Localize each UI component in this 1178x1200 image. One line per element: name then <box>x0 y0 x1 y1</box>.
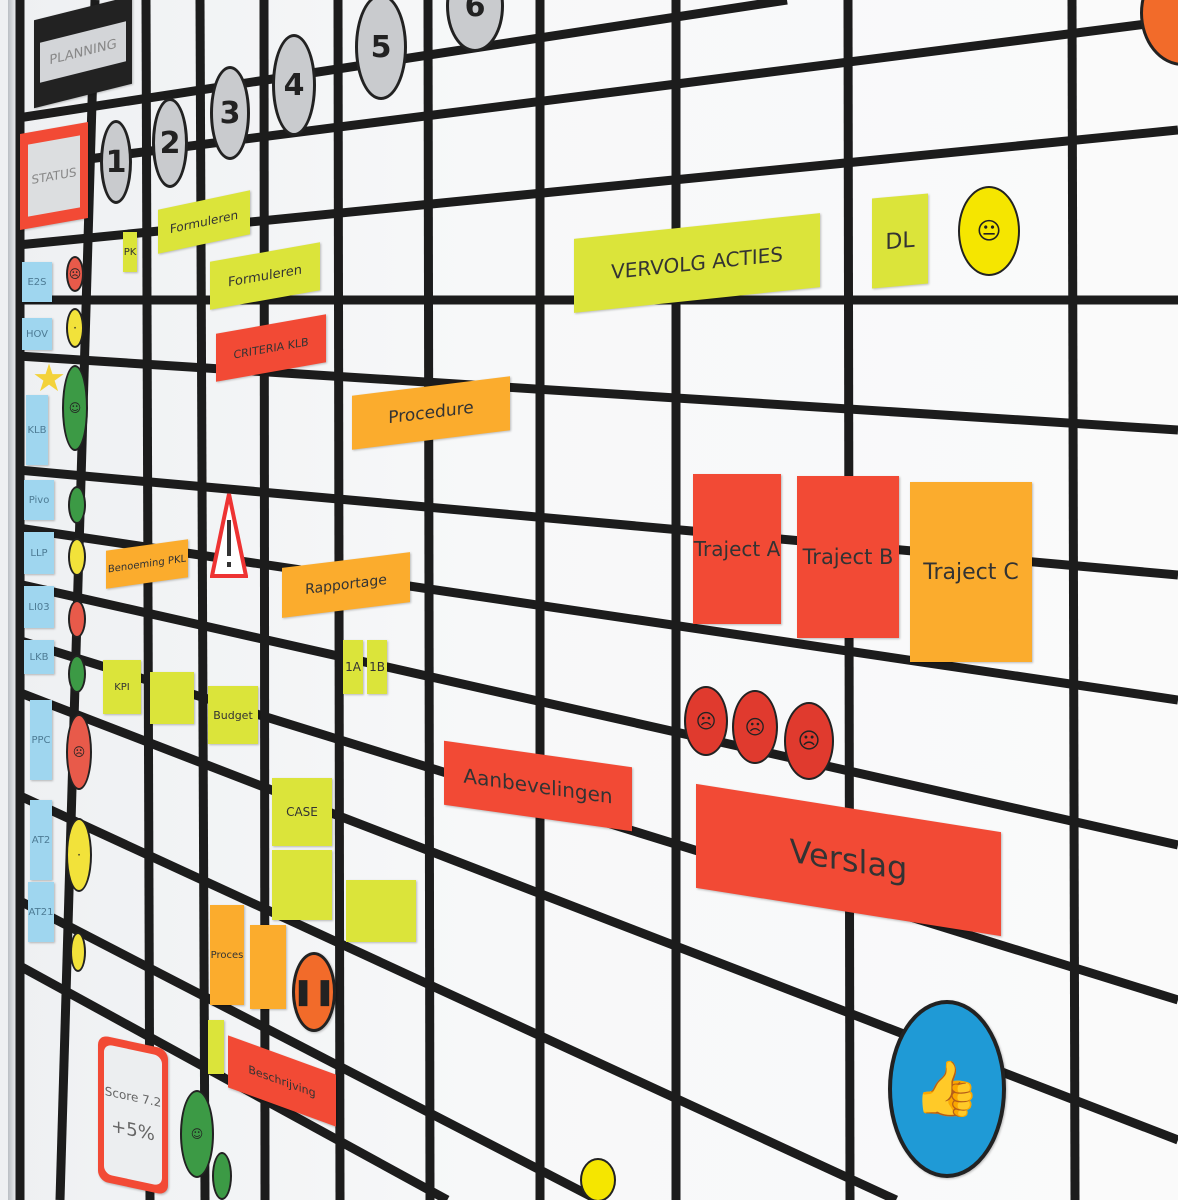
smiley-neutral-icon <box>580 1158 616 1200</box>
row-label: LI03 <box>24 586 54 628</box>
smiley-happy-icon <box>68 655 86 693</box>
status-header: STATUS <box>20 122 88 230</box>
row-label: E2S <box>22 262 52 302</box>
card-blank[interactable] <box>150 672 194 724</box>
pause-icon: ❚❚ <box>292 952 336 1032</box>
grid-row-line <box>17 15 1178 173</box>
row-label: LLP <box>24 532 54 574</box>
grid-row-line <box>15 896 601 1200</box>
column-number-2: 2 <box>152 98 188 188</box>
star-icon: ★ <box>32 356 67 400</box>
smiley-sad-icon <box>68 600 86 638</box>
card-blank[interactable] <box>272 850 332 920</box>
card-blank[interactable] <box>208 1020 224 1074</box>
row-label: AT2 <box>30 800 52 880</box>
column-number-3: 3 <box>210 66 250 160</box>
smiley-sad-icon: ☹ <box>66 256 84 292</box>
card-traject-a[interactable]: Traject A <box>693 474 781 624</box>
grid-row-line <box>16 790 899 1200</box>
grid-column-line <box>141 0 155 1200</box>
smiley-happy-icon: ☺ <box>180 1090 214 1178</box>
smiley-sad-icon: ☹ <box>66 714 92 790</box>
grid-row-line <box>17 351 1178 435</box>
smiley-sad-icon: ☹ <box>784 702 834 780</box>
card-1b[interactable]: 1B <box>367 640 387 694</box>
card-blank[interactable] <box>346 880 416 942</box>
smiley-neutral-icon <box>68 538 86 576</box>
smiley-happy-icon <box>68 486 86 524</box>
grid-row-line <box>17 523 1178 705</box>
smiley-happy-icon: ☺ <box>62 365 88 451</box>
card-blank[interactable] <box>250 925 286 1009</box>
card-kpi[interactable]: KPI <box>103 660 141 714</box>
smiley-neutral-icon <box>70 932 86 972</box>
grid-column-line <box>1067 0 1080 1200</box>
grid-row-line <box>17 579 1178 850</box>
grid-column-line <box>195 0 210 1200</box>
row-label: Pivo <box>24 480 54 520</box>
smiley-sad-icon: ☹ <box>684 686 728 756</box>
card-pk[interactable]: PK <box>123 232 137 272</box>
grid-column-line <box>259 0 270 1200</box>
card-proces[interactable]: Proces <box>210 905 244 1005</box>
column-number-4: 4 <box>272 34 316 136</box>
row-label: LKB <box>24 640 54 674</box>
column-number-1: 1 <box>100 120 132 204</box>
score-label: Score 7.2 <box>104 1083 162 1110</box>
warning-icon <box>209 490 249 580</box>
card-traject-b[interactable]: Traject B <box>797 476 899 638</box>
row-label: PPC <box>30 700 52 780</box>
smiley-happy-icon <box>212 1152 232 1200</box>
smiley-neutral-icon: · <box>66 818 92 892</box>
card-1a[interactable]: 1A <box>343 640 363 694</box>
smiley-neutral-icon: 😐 <box>958 186 1020 276</box>
status-label: STATUS <box>28 135 80 217</box>
score-delta: +5% <box>111 1114 155 1146</box>
smiley-neutral-icon: · <box>66 308 84 348</box>
smiley-sad-icon: ☹ <box>732 690 778 764</box>
score-card: Score 7.2 +5% <box>98 1034 168 1196</box>
row-label: HOV <box>22 318 52 350</box>
column-number-5: 5 <box>355 0 407 100</box>
planning-label: PLANNING <box>40 21 126 83</box>
thumbs-up-icon: 👍 <box>888 1000 1006 1178</box>
card-budget[interactable]: Budget <box>208 686 258 744</box>
card-traject-c[interactable]: Traject C <box>910 482 1032 662</box>
grid-column-line <box>423 0 435 1200</box>
row-label: AT21 <box>28 882 54 942</box>
card-case[interactable]: CASE <box>272 778 332 846</box>
card-dl[interactable]: DL <box>872 193 928 289</box>
row-label: KLB <box>26 395 48 465</box>
